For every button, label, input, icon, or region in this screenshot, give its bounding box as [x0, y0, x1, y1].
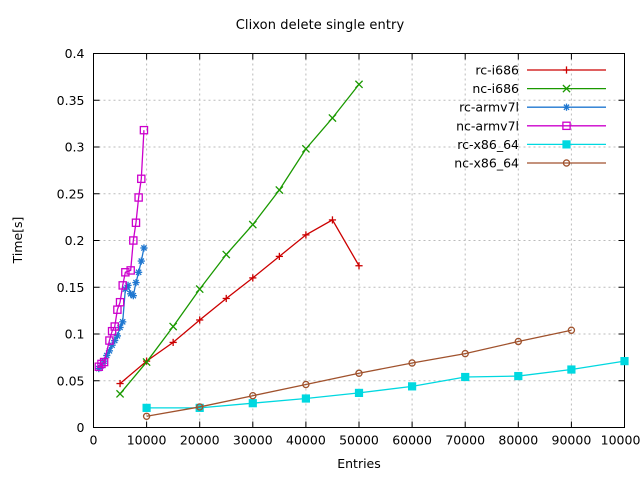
y-tick-label: 0.25	[57, 186, 85, 201]
series-nc-x86_64	[142, 326, 576, 420]
x-tick-label: 20000	[180, 433, 220, 448]
y-axis-label: Time[s]	[10, 217, 25, 265]
data-series-layer	[94, 80, 629, 420]
x-tick-label: 80000	[498, 433, 538, 448]
series-rc-i686	[116, 216, 363, 388]
legend-label: nc-x86_64	[454, 156, 519, 171]
y-tick-label: 0.15	[57, 280, 85, 295]
y-tick-label: 0.3	[65, 140, 85, 155]
y-tick-label: 0.05	[57, 373, 85, 388]
legend-label: rc-armv7l	[459, 100, 519, 115]
series-nc-armv7l	[94, 125, 149, 371]
legend-label: nc-armv7l	[456, 118, 519, 133]
x-tick-label: 30000	[233, 433, 273, 448]
legend-item-nc-x86_64[interactable]: nc-x86_64	[454, 156, 606, 171]
legend-label: nc-i686	[472, 81, 519, 96]
axis-tick-labels: 0 0.05 0.1 0.15 0.2 0.25 0.3 0.35 0.4 0 10000 20000…	[57, 46, 640, 448]
legend-item-nc-armv7l[interactable]: nc-armv7l	[456, 118, 606, 133]
page-title: Clixon delete single entry	[235, 18, 405, 33]
y-tick-label: 0.1	[65, 327, 85, 342]
plot-frame	[93, 53, 625, 428]
y-tick-label: 0.2	[65, 233, 85, 248]
chart-legend[interactable]: rc-i686 nc-i686 rc-armv7l nc-armv7l rc-x86_6…	[454, 63, 606, 171]
series-rc-x86_64	[142, 357, 629, 412]
legend-label: rc-i686	[475, 63, 519, 78]
legend-item-rc-x86_64[interactable]: rc-x86_64	[457, 137, 606, 152]
x-tick-label: 70000	[445, 433, 485, 448]
x-tick-label: 10000	[127, 433, 167, 448]
gridlines	[93, 53, 625, 428]
series-rc-armv7l	[95, 244, 148, 373]
x-tick-label: 60000	[392, 433, 432, 448]
y-tick-label: 0	[77, 420, 85, 435]
x-tick-label: 50000	[339, 433, 379, 448]
x-tick-label: 0	[90, 433, 98, 448]
legend-item-nc-i686[interactable]: nc-i686	[472, 81, 606, 96]
legend-label: rc-x86_64	[457, 137, 519, 152]
x-tick-label: 100000	[601, 433, 640, 448]
y-tick-label: 0.35	[57, 93, 85, 108]
x-tick-label: 40000	[286, 433, 326, 448]
x-tick-label: 90000	[552, 433, 592, 448]
series-nc-i686	[115, 80, 364, 398]
legend-item-rc-armv7l[interactable]: rc-armv7l	[459, 100, 606, 115]
x-axis-label: Entries	[337, 456, 381, 471]
legend-item-rc-i686[interactable]: rc-i686	[475, 63, 606, 78]
y-tick-label: 0.4	[65, 46, 85, 61]
